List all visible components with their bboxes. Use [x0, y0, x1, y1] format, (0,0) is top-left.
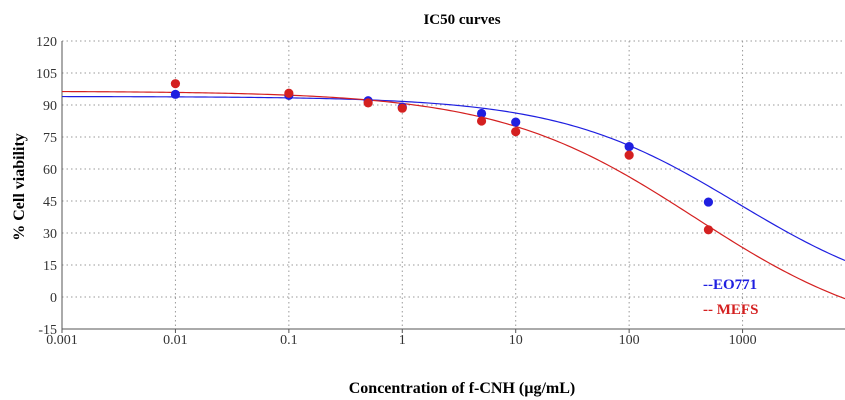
grid [62, 40, 845, 329]
data-point [511, 127, 521, 137]
y-tick-label: -15 [38, 323, 57, 338]
y-tick-label: 90 [43, 99, 57, 114]
x-tick-label: 1000 [729, 333, 757, 348]
y-tick-label: 105 [36, 67, 57, 82]
data-point [703, 197, 714, 207]
fit-curves [61, 90, 845, 300]
data-point [703, 225, 714, 235]
data-point [397, 103, 407, 113]
x-tick-label: 0.001 [46, 333, 78, 348]
x-tick-label: 0.1 [280, 333, 298, 348]
y-tick-label: 15 [43, 259, 57, 274]
y-tick-label: 30 [43, 227, 57, 242]
x-tick-label: 1 [399, 333, 406, 348]
data-point [284, 88, 294, 98]
data-point [170, 79, 181, 89]
data-point [363, 98, 373, 108]
data-point [511, 117, 521, 127]
data-point [170, 89, 181, 99]
y-tick-label: 0 [50, 291, 57, 306]
x-tick-label: 0.01 [163, 333, 188, 348]
y-tick-label: 120 [36, 35, 57, 50]
axes [61, 41, 845, 333]
y-tick-labels: 120 105 90 75 60 45 30 15 0 -15 [36, 35, 57, 338]
data-point [476, 116, 487, 126]
fit-curve [61, 90, 845, 300]
x-tick-label: 10 [509, 333, 523, 348]
fit-curve [62, 95, 845, 262]
data-points [170, 79, 714, 235]
data-point [624, 142, 634, 152]
legend: --EO771 -- MEFS [703, 277, 758, 318]
legend-entry: -- MEFS [703, 302, 758, 318]
data-point [624, 150, 634, 160]
data-point [476, 108, 487, 119]
x-tick-label: 100 [619, 333, 640, 348]
y-tick-label: 75 [43, 131, 57, 146]
x-axis-title: Concentration of f-CNH (µg/mL) [349, 380, 576, 397]
chart-title: IC50 curves [423, 12, 500, 28]
x-tick-labels: 0.001 0.01 0.1 1 10 100 1000 [46, 333, 756, 348]
y-tick-label: 45 [43, 195, 57, 210]
y-tick-label: 60 [43, 163, 57, 178]
y-axis-title: % Cell viability [11, 133, 28, 241]
legend-entry: --EO771 [703, 277, 757, 293]
